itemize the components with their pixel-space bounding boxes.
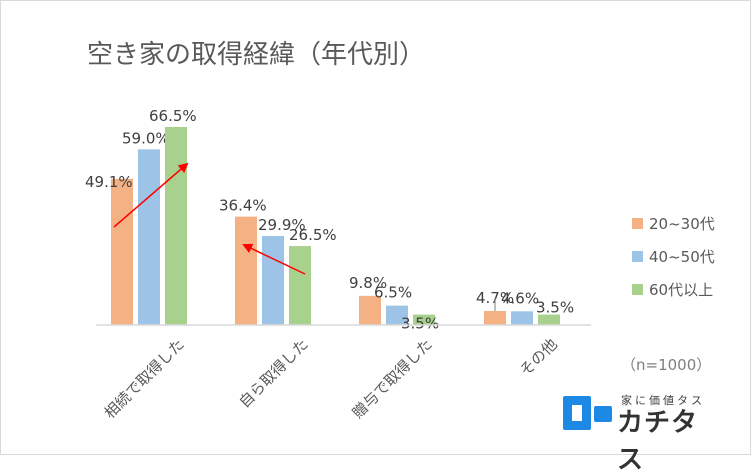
kachitasu-logo: 家に価値タス カチタス [561, 392, 721, 475]
logo-name: カチタス [617, 408, 699, 475]
sample-size-note: （n=1000） [621, 356, 711, 374]
bar-0-0 [111, 178, 133, 325]
data-label-1-0: 36.4% [219, 197, 267, 215]
data-label-3-1: 4.6% [501, 289, 539, 307]
legend-label-2: 60代以上 [649, 281, 713, 299]
data-label-1-1: 29.9% [258, 216, 306, 234]
bar-2-2 [413, 314, 435, 325]
annotations-layer [113, 162, 306, 275]
bar-1-2 [289, 246, 311, 325]
bar-3-1 [511, 311, 533, 325]
x-tick-label-1: 自ら取得した [235, 335, 311, 411]
bar-1-0 [235, 216, 257, 325]
bars-layer: 49.1%36.4%9.8%4.7%59.0%29.9%6.5% 4.6%66.5… [85, 107, 574, 333]
bar-0-2 [165, 127, 187, 325]
chart-canvas: 空き家の取得経緯（年代別） 49.1%36.4%9.8%4.7%59.0%29.… [85, 40, 715, 422]
bar-1-1 [262, 235, 284, 325]
x-tick-label-2: 贈与で取得した [349, 335, 436, 422]
data-label-0-2: 66.5% [149, 107, 197, 125]
data-label-1-2: 26.5% [289, 226, 337, 244]
x-tick-label-0: 相続で取得した [101, 335, 188, 422]
legend-label-1: 40~50代 [649, 248, 715, 266]
legend: 20~30代 40~50代 60代以上 [632, 215, 715, 299]
legend-swatch-0 [632, 218, 643, 229]
x-tick-label-3: その他 [516, 335, 561, 380]
bar-0-1 [138, 149, 160, 325]
trend-arrow-inheritance [113, 162, 189, 228]
bar-2-1 [386, 305, 408, 325]
data-label-0-1: 59.0% [122, 129, 170, 147]
bar-3-0 [484, 311, 506, 325]
data-label-2-2: 3.5% [401, 315, 439, 333]
chart-title: 空き家の取得経緯（年代別） [87, 40, 425, 70]
bar-2-0 [359, 295, 381, 325]
data-label-2-1: 6.5% [374, 284, 412, 302]
legend-swatch-2 [632, 284, 643, 295]
bar-3-2 [538, 314, 560, 325]
logo-tagline: 家に価値タス [621, 394, 705, 407]
trend-arrow-self-acquired [242, 243, 306, 275]
logo-mark-icon [563, 396, 612, 430]
data-label-0-0: 49.1% [85, 173, 133, 191]
legend-label-0: 20~30代 [649, 215, 715, 233]
data-label-2-0: 9.8% [349, 274, 387, 292]
x-tick-labels: 相続で取得した 自ら取得した 贈与で取得した その他 [101, 335, 561, 422]
legend-swatch-1 [632, 251, 643, 262]
data-label-3-2: 3.5% [536, 299, 574, 317]
